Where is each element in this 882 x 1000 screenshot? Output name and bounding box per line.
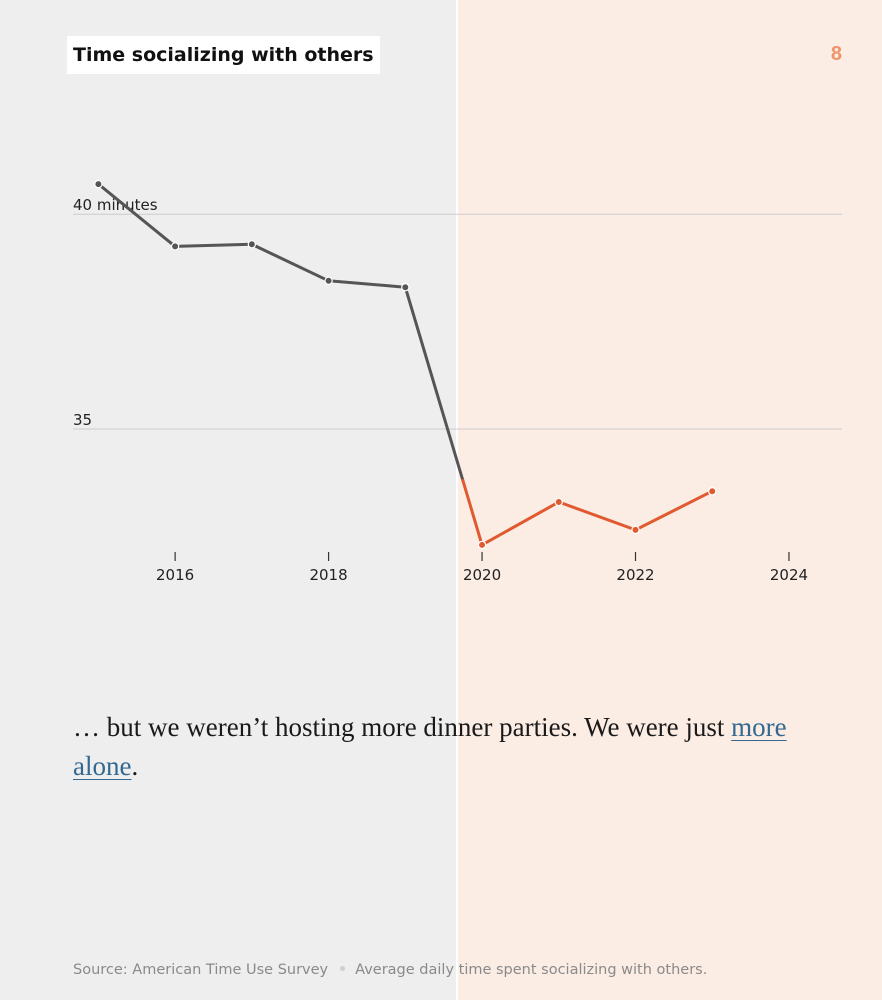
data-point (170, 242, 180, 251)
narrative-text-end: . (131, 751, 139, 781)
x-tick-label: 2022 (616, 566, 654, 584)
source-credit: Source: American Time Use Survey (73, 962, 329, 978)
chart-note: Average daily time spent socializing wit… (355, 962, 708, 978)
pandemic-period-background (458, 0, 882, 1000)
data-point (631, 525, 640, 535)
page-number: 8 (830, 43, 842, 65)
x-tick-label: 2024 (770, 566, 808, 584)
pre-pandemic-background (0, 0, 456, 1000)
x-tick-label: 2020 (463, 566, 501, 584)
more-alone-link[interactable]: more alone (73, 712, 787, 781)
series-line-pre-pandemic (96, 182, 465, 482)
narrative-text: … but we weren’t hosting more dinner par… (73, 708, 833, 786)
data-point (401, 283, 410, 292)
data-point (247, 240, 257, 249)
data-point (324, 276, 333, 285)
chart-title: Time socializing with others (67, 36, 380, 74)
data-point (554, 497, 563, 507)
narrative-text-body: … but we weren’t hosting more dinner par… (73, 712, 732, 742)
x-tick-label: 2016 (156, 566, 194, 584)
separator-dot (340, 966, 346, 971)
data-point (477, 540, 487, 550)
source-footer: Source: American Time Use Survey Average … (73, 962, 707, 978)
data-point (94, 179, 103, 189)
x-tick-label: 2018 (309, 566, 347, 584)
gridline-label: 35 (73, 411, 92, 429)
gridline-label: 40 minutes (73, 196, 158, 214)
data-point (708, 487, 717, 496)
line-chart: 40 minutes 35 2016 2018 2020 2022 2024 (73, 179, 842, 584)
period-divider (456, 0, 458, 1000)
series-line-pandemic (461, 479, 714, 547)
